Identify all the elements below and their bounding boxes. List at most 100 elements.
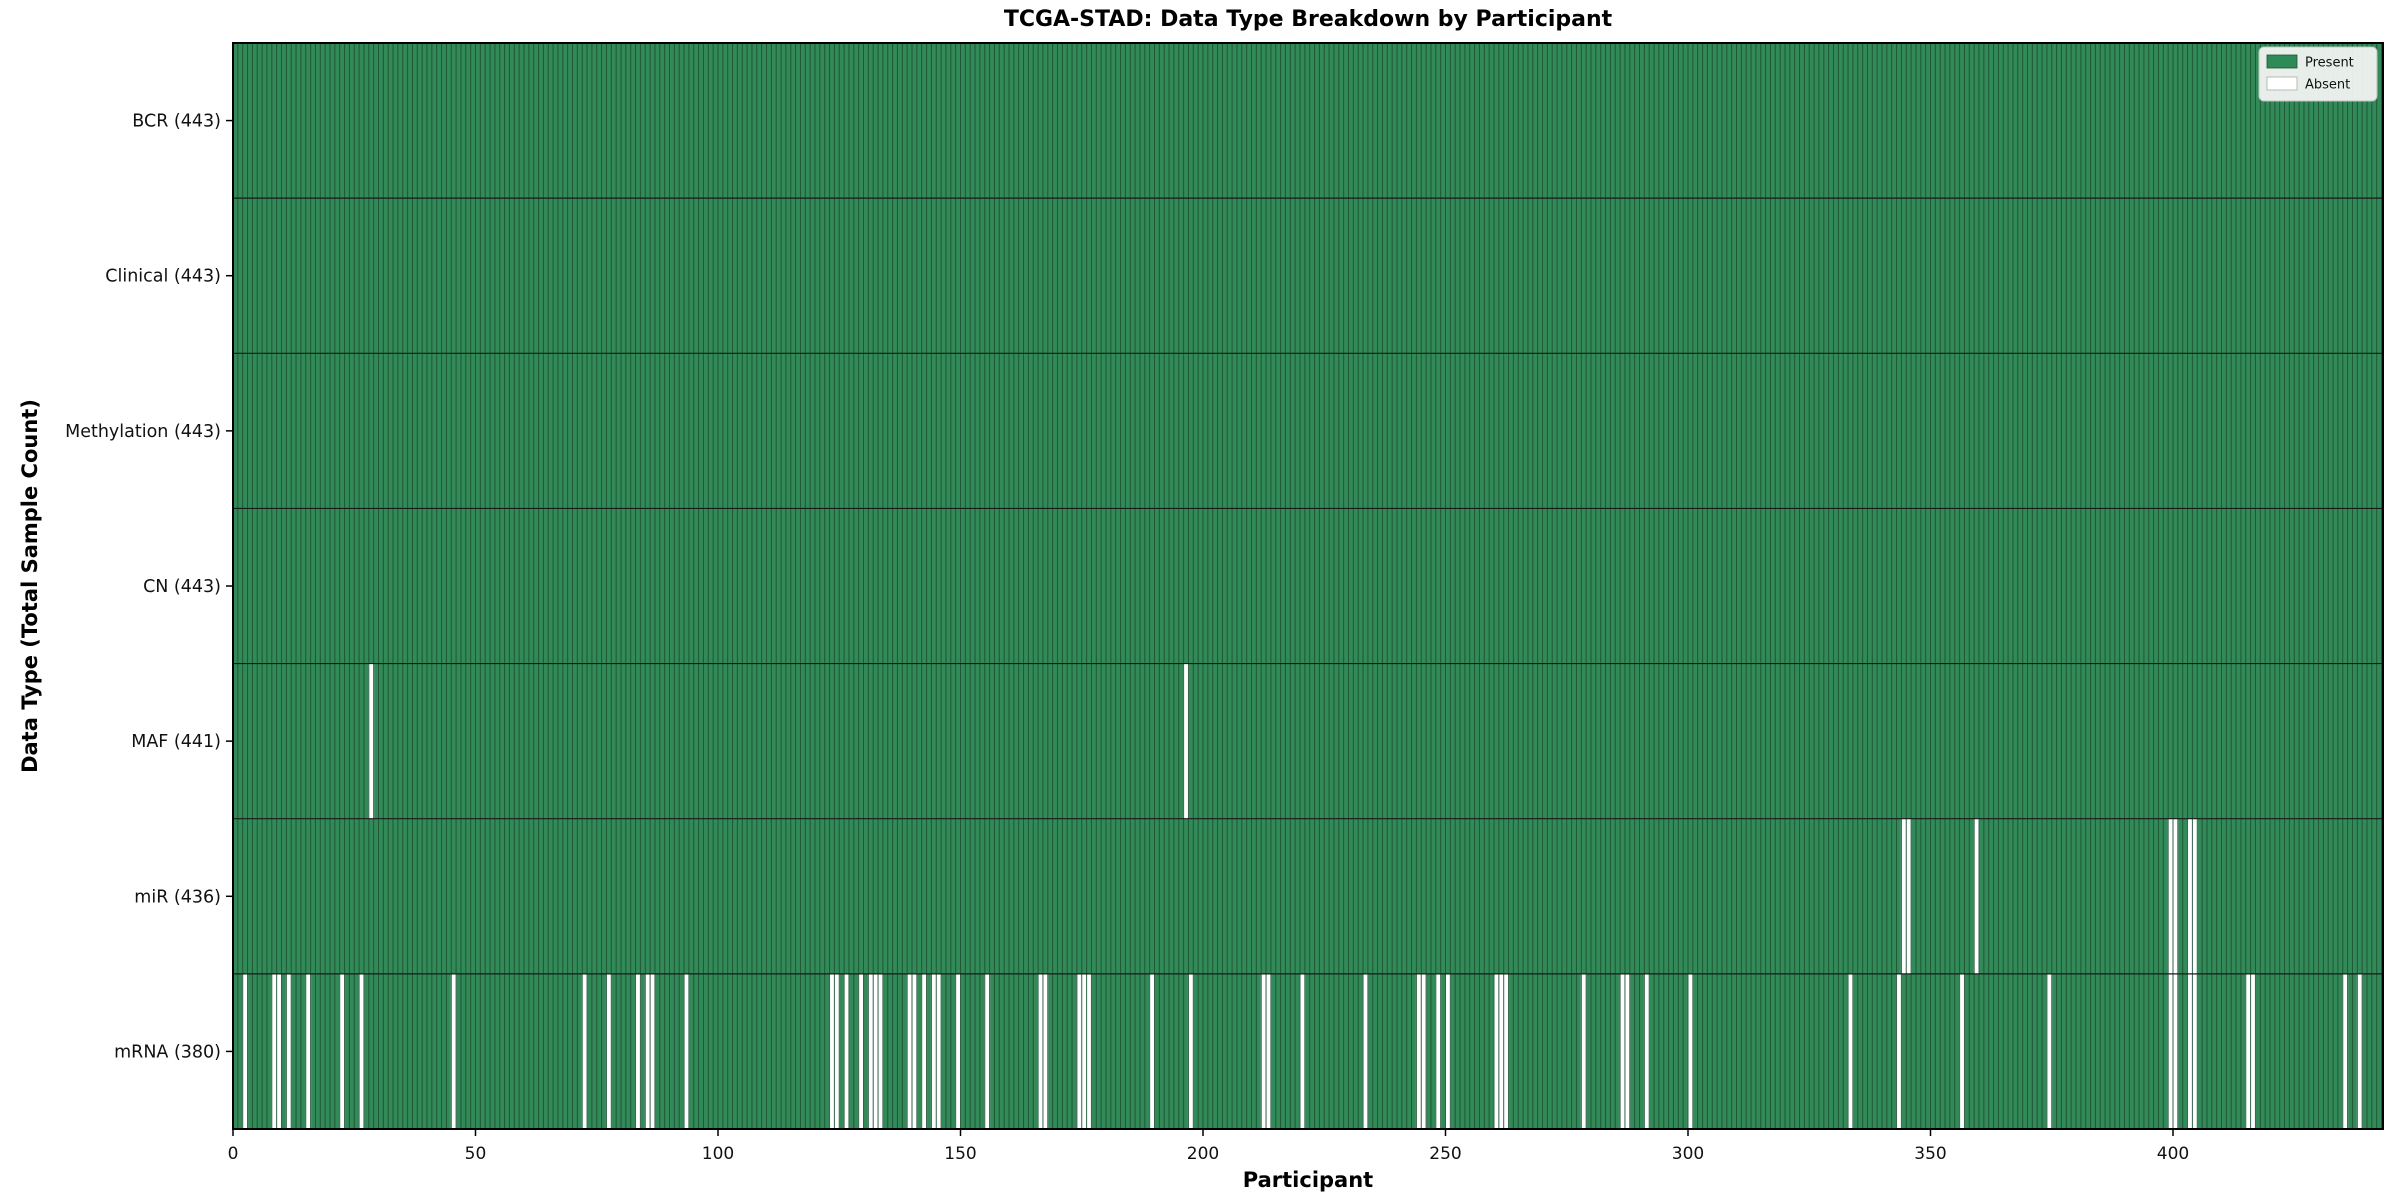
absent-cell-mRNA-144 bbox=[930, 973, 937, 1129]
absent-cell-mRNA-416 bbox=[2250, 973, 2256, 1129]
absent-cell-mRNA-233 bbox=[1362, 973, 1369, 1129]
absent-cell-mRNA-124 bbox=[833, 973, 840, 1129]
absent-cell-miR-404 bbox=[2191, 818, 2198, 974]
absent-cell-mRNA-175 bbox=[1081, 973, 1088, 1129]
x-tick-label-350: 350 bbox=[1914, 1144, 1946, 1164]
absent-cell-mRNA-435 bbox=[2342, 973, 2349, 1129]
absent-cell-mRNA-399 bbox=[2167, 973, 2174, 1129]
legend: Present Absent bbox=[2258, 46, 2378, 102]
absent-cell-mRNA-15 bbox=[305, 973, 312, 1129]
absent-cell-mRNA-404 bbox=[2191, 973, 2198, 1129]
x-tick-label-200: 200 bbox=[1187, 1144, 1219, 1164]
chart-title: TCGA-STAD: Data Type Breakdown by Partic… bbox=[1003, 7, 1613, 32]
row-miR bbox=[233, 818, 2383, 974]
absent-cell-mRNA-250 bbox=[1445, 973, 1451, 1129]
y-tick-label-Methylation: Methylation (443) bbox=[65, 422, 221, 442]
absent-cell-mRNA-174 bbox=[1076, 973, 1083, 1129]
absent-cell-mRNA-123 bbox=[829, 973, 835, 1129]
absent-cell-mRNA-129 bbox=[858, 973, 864, 1129]
y-tick-label-CN: CN (443) bbox=[143, 577, 221, 597]
absent-cell-mRNA-415 bbox=[2245, 973, 2252, 1129]
absent-cell-mRNA-197 bbox=[1187, 973, 1194, 1129]
absent-cell-miR-400 bbox=[2172, 818, 2179, 974]
absent-cell-mRNA-248 bbox=[1435, 973, 1442, 1129]
legend-swatch-present bbox=[2266, 54, 2298, 69]
absent-cell-mRNA-244 bbox=[1415, 973, 1422, 1129]
absent-cell-mRNA-142 bbox=[921, 973, 928, 1129]
absent-cell-mRNA-132 bbox=[872, 973, 879, 1129]
absent-cell-mRNA-374 bbox=[2046, 973, 2053, 1129]
absent-cell-mRNA-400 bbox=[2172, 973, 2179, 1129]
y-tick-label-Clinical: Clinical (443) bbox=[105, 267, 221, 287]
absent-cell-mRNA-189 bbox=[1149, 973, 1155, 1129]
absent-cell-mRNA-262 bbox=[1503, 973, 1510, 1129]
x-tick-label-300: 300 bbox=[1672, 1144, 1704, 1164]
y-tick-label-BCR: BCR (443) bbox=[132, 112, 221, 132]
legend-swatch-absent bbox=[2266, 76, 2298, 91]
y-tick-label-miR: miR (436) bbox=[134, 887, 221, 907]
absent-cell-mRNA-133 bbox=[877, 973, 884, 1129]
absent-cell-mRNA-22 bbox=[339, 973, 346, 1129]
absent-cell-mRNA-45 bbox=[450, 973, 457, 1129]
row-Clinical bbox=[233, 198, 2383, 354]
x-tick-label-50: 50 bbox=[465, 1144, 487, 1164]
absent-cell-miR-344 bbox=[1900, 818, 1907, 974]
absent-cell-mRNA-83 bbox=[635, 973, 641, 1129]
legend-label-absent: Absent bbox=[2305, 78, 2350, 93]
absent-cell-MAF-196 bbox=[1183, 663, 1189, 819]
y-tick-label-mRNA: mRNA (380) bbox=[114, 1042, 221, 1062]
legend-label-present: Present bbox=[2305, 56, 2354, 71]
absent-cell-mRNA-72 bbox=[581, 973, 588, 1129]
absent-cell-mRNA-291 bbox=[1643, 973, 1650, 1129]
absent-cell-mRNA-86 bbox=[649, 973, 656, 1129]
absent-cell-mRNA-8 bbox=[271, 973, 278, 1129]
absent-cell-mRNA-356 bbox=[1959, 973, 1965, 1129]
absent-cell-mRNA-9 bbox=[276, 973, 282, 1129]
absent-cell-mRNA-403 bbox=[2187, 973, 2193, 1129]
absent-cell-mRNA-260 bbox=[1493, 973, 1500, 1129]
row-MAF bbox=[233, 663, 2383, 819]
x-tick-label-0: 0 bbox=[228, 1144, 239, 1164]
absent-cell-mRNA-176 bbox=[1086, 973, 1092, 1129]
absent-cell-mRNA-333 bbox=[1847, 973, 1854, 1129]
row-CN bbox=[233, 508, 2383, 664]
absent-cell-mRNA-26 bbox=[358, 973, 365, 1129]
absent-cell-mRNA-131 bbox=[867, 973, 874, 1129]
absent-cell-mRNA-145 bbox=[935, 973, 942, 1129]
absent-cell-MAF-28 bbox=[368, 663, 375, 819]
absent-cell-mRNA-245 bbox=[1420, 973, 1427, 1129]
x-tick-label-150: 150 bbox=[944, 1144, 976, 1164]
x-axis: 0 50 100 150 200 250 300 350 400 bbox=[228, 1129, 2189, 1164]
y-axis: BCR (443) Clinical (443) Methylation (443)… bbox=[65, 112, 233, 1062]
absent-cell-mRNA-343 bbox=[1896, 973, 1902, 1129]
absent-cell-mRNA-261 bbox=[1498, 973, 1505, 1129]
absent-cell-mRNA-438 bbox=[2356, 973, 2363, 1129]
absent-cell-miR-399 bbox=[2167, 818, 2174, 974]
row-BCR bbox=[233, 43, 2383, 199]
y-tick-label-MAF: MAF (441) bbox=[131, 732, 221, 752]
absent-cell-mRNA-286 bbox=[1619, 973, 1626, 1129]
absent-cell-mRNA-11 bbox=[285, 973, 292, 1129]
x-tick-label-400: 400 bbox=[2157, 1144, 2189, 1164]
absent-cell-mRNA-213 bbox=[1265, 973, 1272, 1129]
rows bbox=[233, 43, 2383, 1129]
row-Methylation bbox=[233, 353, 2383, 509]
row-mRNA bbox=[233, 973, 2383, 1129]
absent-cell-mRNA-278 bbox=[1580, 973, 1587, 1129]
absent-cells bbox=[242, 663, 2363, 1129]
absent-cell-mRNA-287 bbox=[1624, 973, 1631, 1129]
absent-cell-mRNA-77 bbox=[605, 973, 612, 1129]
absent-cell-miR-345 bbox=[1905, 818, 1912, 974]
absent-cell-mRNA-167 bbox=[1042, 973, 1049, 1129]
absent-cell-mRNA-140 bbox=[911, 973, 918, 1129]
absent-cell-miR-403 bbox=[2187, 818, 2193, 974]
absent-cell-miR-359 bbox=[1973, 818, 1980, 974]
absent-cell-mRNA-300 bbox=[1687, 973, 1694, 1129]
absent-cell-mRNA-93 bbox=[683, 973, 690, 1129]
x-axis-label: Participant bbox=[1242, 1168, 1374, 1192]
absent-cell-mRNA-220 bbox=[1299, 973, 1306, 1129]
absent-cell-mRNA-85 bbox=[644, 973, 651, 1129]
absent-cell-mRNA-212 bbox=[1260, 973, 1267, 1129]
